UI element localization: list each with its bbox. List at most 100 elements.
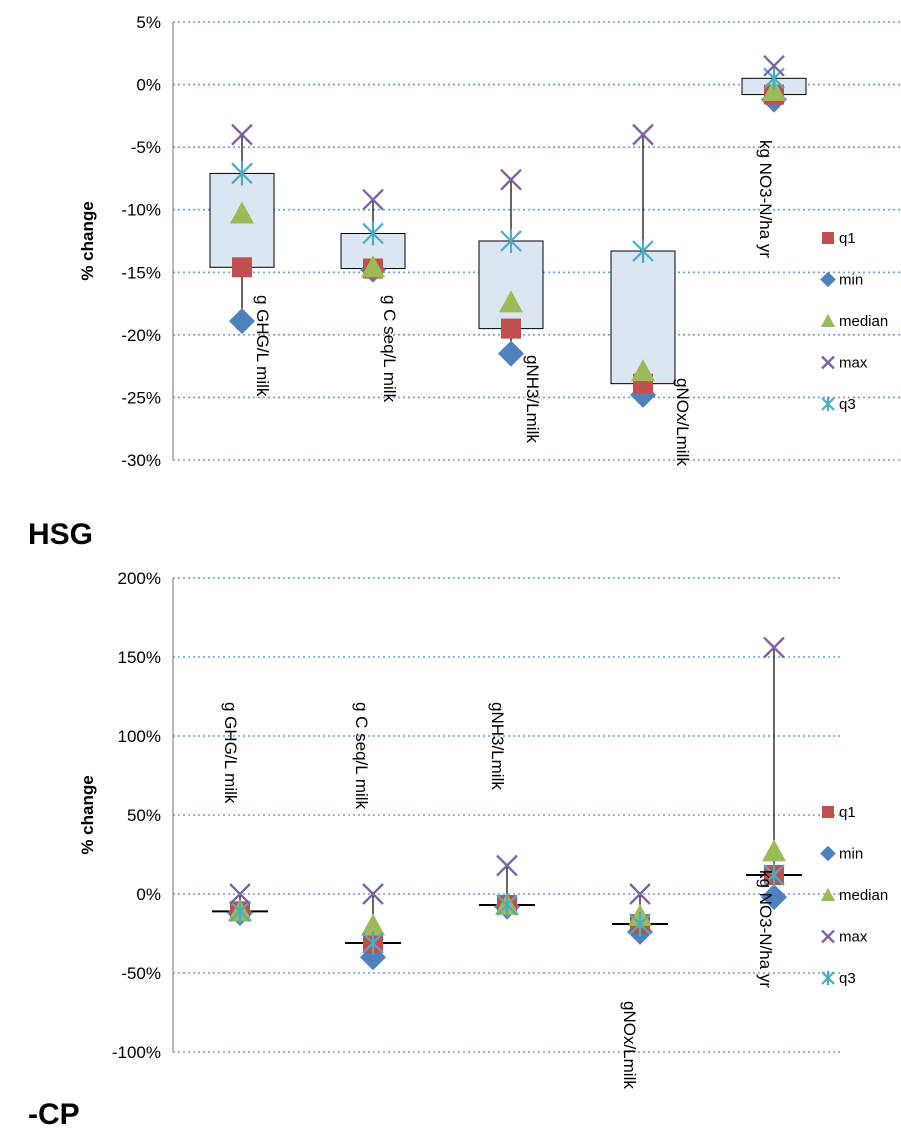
chart-cp: 200% 150% 100% 50% 0% -50% -100% % change g GHG/… — [78, 569, 888, 1089]
max-marker-stroke — [821, 355, 835, 370]
category-label-g-c-seq-l-milk: g C seq/L milk — [352, 702, 371, 810]
q3-point-g-ghg-l-milk — [231, 161, 253, 186]
max-point-g-c-seq-l-milk — [362, 188, 384, 211]
max-marker-stroke — [763, 636, 785, 659]
category-gnh3-lmilk — [479, 854, 535, 920]
median-point-g-c-seq-l-milk — [361, 255, 385, 278]
legend-item-min: min — [820, 272, 863, 289]
max-point-kg-no3-n-ha-yr — [763, 54, 785, 77]
max-point-kg-no3-n-ha-yr — [763, 636, 785, 659]
chart-hsg: 5% 0% -5% -10% -15% -20% -25% -30% % change g GHG… — [78, 13, 901, 470]
legend-item-max: max — [821, 355, 868, 372]
max-marker-stroke — [629, 883, 651, 905]
max-point-gnh3-lmilk — [496, 854, 518, 877]
max-marker-stroke — [763, 54, 785, 77]
y-axis-title: % change — [78, 775, 97, 854]
y-tick-label: -25% — [121, 388, 161, 407]
y-tick-label: 0% — [136, 885, 161, 904]
legend-item-max: max — [821, 929, 868, 946]
legend-marker-median — [820, 887, 836, 901]
median-point-gnh3-lmilk — [499, 290, 523, 313]
min-point-gnh3-lmilk — [498, 340, 524, 367]
legend-label-min: min — [839, 272, 863, 289]
y-tick-label: -20% — [121, 326, 161, 345]
max-point-g-c-seq-l-milk — [362, 883, 384, 905]
max-marker-stroke — [229, 883, 251, 905]
legend-marker-q1 — [822, 232, 834, 244]
category-kg-no3-n-ha-yr — [746, 636, 802, 911]
max-point-g-ghg-l-milk — [231, 123, 253, 146]
max-marker-stroke — [362, 188, 384, 211]
category-label-kg-no3-n-ha-yr: kg NO3-N/ha yr — [756, 870, 775, 988]
legend-item-median: median — [820, 887, 888, 904]
max-marker-stroke — [231, 123, 253, 146]
legend-item-q3: q3 — [821, 396, 856, 413]
q3-point-g-ghg-l-milk — [229, 899, 251, 924]
legend-label-min: min — [839, 846, 863, 863]
legend-label-q1: q1 — [839, 230, 856, 247]
category-g-c-seq-l-milk — [340, 188, 406, 283]
category-label-gnox-lmilk: gNOx/Lmilk — [673, 378, 692, 466]
category-label-g-ghg-l-milk: g GHG/L milk — [253, 295, 272, 397]
q3-point-g-c-seq-l-milk — [362, 930, 384, 955]
legend-item-min: min — [820, 846, 863, 863]
legend-label-max: max — [839, 355, 868, 372]
legend-marker-max — [821, 929, 835, 944]
legend-item-q1: q1 — [822, 230, 856, 247]
legend-marker-q1 — [822, 806, 834, 818]
max-point-gnox-lmilk — [629, 883, 651, 905]
q3-point-kg-no3-n-ha-yr — [763, 863, 785, 888]
legend-label-q3: q3 — [839, 396, 856, 413]
y-tick-label: 5% — [136, 13, 161, 32]
median-point-kg-no3-n-ha-yr — [762, 839, 786, 862]
median-point-gnox-lmilk — [631, 359, 655, 382]
y-tick-label: -5% — [131, 138, 161, 157]
q1-point-gnh3-lmilk — [501, 318, 521, 339]
y-tick-label: 100% — [118, 727, 161, 746]
panel-label-cp: -CP — [28, 1098, 80, 1131]
legend-item-q3: q3 — [821, 970, 856, 987]
max-marker-stroke — [362, 883, 384, 905]
y-tick-label: -50% — [121, 964, 161, 983]
category-g-ghg-l-milk — [212, 883, 268, 926]
legend-marker-q3 — [821, 970, 835, 986]
y-tick-label: 200% — [118, 569, 161, 588]
legend-marker-min — [820, 845, 836, 862]
category-label-gnox-lmilk: gNOx/Lmilk — [620, 1001, 639, 1089]
max-marker-stroke — [821, 929, 835, 944]
y-tick-label: -30% — [121, 451, 161, 470]
q3-point-g-c-seq-l-milk — [362, 221, 384, 246]
y-axis-title: % change — [78, 201, 97, 280]
q1-point-g-ghg-l-milk — [232, 257, 252, 278]
legend-marker-min — [820, 271, 836, 288]
q3-point-gnox-lmilk — [629, 912, 651, 937]
y-tick-label: -100% — [112, 1043, 161, 1062]
legend-label-max: max — [839, 929, 868, 946]
max-marker-stroke — [632, 123, 654, 146]
max-point-g-ghg-l-milk — [229, 883, 251, 905]
y-tick-label: 50% — [127, 806, 161, 825]
median-point-g-c-seq-l-milk — [361, 913, 385, 936]
legend-label-q1: q1 — [839, 804, 856, 821]
q3-point-gnh3-lmilk — [496, 893, 518, 918]
category-label-kg-no3-n-ha-yr: kg NO3-N/ha yr — [756, 140, 775, 258]
panel-label-hsg: HSG — [28, 518, 94, 551]
iqr-box — [478, 240, 544, 330]
y-tick-label: -10% — [121, 201, 161, 220]
legend-label-q3: q3 — [839, 970, 856, 987]
legend-item-median: median — [820, 313, 888, 330]
category-label-gnh3-lmilk: gNH3/Lmilk — [488, 702, 507, 790]
category-gnox-lmilk — [612, 883, 668, 945]
legend-item-q1: q1 — [822, 804, 856, 821]
max-point-gnh3-lmilk — [500, 168, 522, 191]
min-point-g-ghg-l-milk — [229, 308, 255, 335]
legend-label-median: median — [839, 313, 888, 330]
category-g-c-seq-l-milk — [345, 883, 401, 971]
category-label-gnh3-lmilk: gNH3/Lmilk — [523, 355, 542, 443]
legend-marker-median — [820, 313, 836, 327]
q3-point-gnh3-lmilk — [500, 229, 522, 253]
category-kg-no3-n-ha-yr — [741, 54, 807, 113]
max-marker-stroke — [496, 854, 518, 877]
max-marker-stroke — [500, 168, 522, 191]
category-g-ghg-l-milk — [209, 123, 275, 335]
